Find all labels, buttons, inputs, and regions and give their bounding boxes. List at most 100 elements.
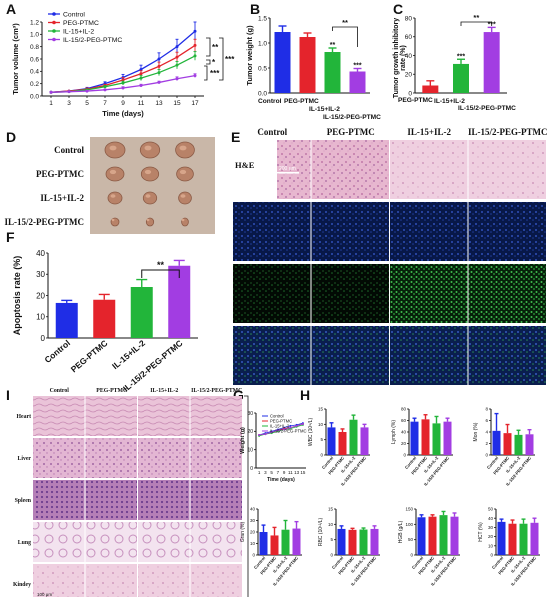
data-point xyxy=(67,90,71,94)
y-tick-label: 10 xyxy=(250,541,256,546)
bar xyxy=(443,421,452,455)
series-line xyxy=(259,422,303,436)
y-tick-label: 0.4 xyxy=(30,69,39,76)
data-point xyxy=(175,77,179,81)
sig-bracket xyxy=(206,37,211,57)
y-tick-label: 15 xyxy=(318,407,324,412)
y-tick-label: 0 xyxy=(250,466,253,472)
grid-row-label: Kindey xyxy=(13,582,31,588)
data-point xyxy=(175,45,179,49)
histology-cell xyxy=(190,438,242,478)
microscopy-cell xyxy=(468,264,546,323)
histology-cell xyxy=(138,480,190,520)
x-tick-label: 7 xyxy=(103,100,107,107)
y-tick-label: 20 xyxy=(250,530,256,535)
legend-label: PEG-PTMC xyxy=(63,20,99,27)
data-point xyxy=(121,78,125,82)
y-tick-label: 40 xyxy=(488,516,494,521)
tumor-highlight xyxy=(180,194,186,198)
bar xyxy=(270,535,279,555)
legend-marker xyxy=(52,20,56,25)
bar xyxy=(497,521,506,555)
data-point xyxy=(139,76,143,80)
histology-cell xyxy=(85,522,137,562)
histology-cell xyxy=(33,564,85,597)
grid-row-label: Liver xyxy=(17,456,31,462)
microscopy-cell xyxy=(468,326,546,385)
microscopy-cell xyxy=(311,140,389,199)
sig-bracket xyxy=(460,21,493,26)
x-tick-label: 17 xyxy=(191,100,199,107)
histology-cell xyxy=(85,480,137,520)
grid-column-label: IL-15/2-PEG-PTMC xyxy=(191,388,242,394)
x-category-label: IL-15+IL-2 xyxy=(110,338,147,371)
x-axis-label: Time (days) xyxy=(267,477,295,483)
sig-bracket-label: ** xyxy=(473,13,479,22)
tumor-specimen xyxy=(104,141,126,159)
bar xyxy=(417,517,426,555)
bar xyxy=(349,71,366,93)
y-tick-label: 80 xyxy=(405,15,413,22)
bar xyxy=(299,37,316,93)
bar xyxy=(492,430,501,455)
microscopy-cell xyxy=(390,140,468,199)
data-point xyxy=(103,88,107,92)
microscopy-cell xyxy=(233,202,311,261)
data-point xyxy=(157,80,161,84)
legend-marker xyxy=(52,37,56,42)
tumor-highlight xyxy=(109,145,117,151)
microscopy-cell xyxy=(311,326,389,385)
bar xyxy=(410,421,419,455)
x-category-label: Control xyxy=(42,338,72,365)
data-point xyxy=(258,434,261,436)
data-point xyxy=(193,43,197,47)
data-point xyxy=(103,85,107,89)
legend-label: Control xyxy=(63,12,85,19)
x-category-label: IL-15/2-PEG-PTMC xyxy=(323,114,381,121)
x-category-label: PEG-PTMC xyxy=(69,338,110,375)
y-tick-label: 0 xyxy=(490,553,493,558)
data-point xyxy=(139,84,143,88)
legend-marker xyxy=(52,12,56,16)
y-tick-label: 50 xyxy=(488,507,494,512)
y-axis-label: Mon (%) xyxy=(473,422,479,441)
x-tick-label: 3 xyxy=(67,100,71,107)
microscopy-cell xyxy=(390,326,468,385)
grid-row-label: Heart xyxy=(17,414,32,420)
sig-label: * xyxy=(212,58,216,67)
y-axis-label: Apoptosis rate (%) xyxy=(12,256,22,336)
legend-label: IL-15/2-PEG-PTMC xyxy=(270,429,307,434)
bar xyxy=(327,427,336,455)
y-tick-label: 2 xyxy=(485,441,488,446)
data-point xyxy=(175,63,179,67)
microscopy-cell xyxy=(233,264,311,323)
data-point xyxy=(85,89,89,93)
data-point xyxy=(276,429,279,432)
y-tick-label: 10 xyxy=(488,543,494,548)
microscopy-cell xyxy=(390,264,468,323)
bar xyxy=(359,529,368,555)
tumor-highlight xyxy=(111,218,115,222)
y-tick-label: 1.0 xyxy=(258,40,267,47)
bar xyxy=(525,434,534,455)
x-tick-label: 9 xyxy=(283,470,286,475)
data-point xyxy=(264,433,267,436)
bar xyxy=(483,32,500,93)
x-category-label: PEG-PTMC xyxy=(398,97,433,104)
microscopy-cell xyxy=(311,202,389,261)
bar xyxy=(130,287,153,338)
microscopy-cell xyxy=(390,202,468,261)
y-tick-label: 0 xyxy=(41,334,46,343)
tumor-specimen xyxy=(176,166,194,182)
y-tick-label: 0 xyxy=(403,453,406,458)
legend-label: IL-15+IL-2 xyxy=(63,29,94,36)
tumor-specimen xyxy=(105,166,125,182)
y-tick-label: 0.8 xyxy=(30,44,39,51)
histology-cell xyxy=(33,480,85,520)
histology-cell xyxy=(190,522,242,562)
y-tick-label: 20 xyxy=(401,441,407,446)
